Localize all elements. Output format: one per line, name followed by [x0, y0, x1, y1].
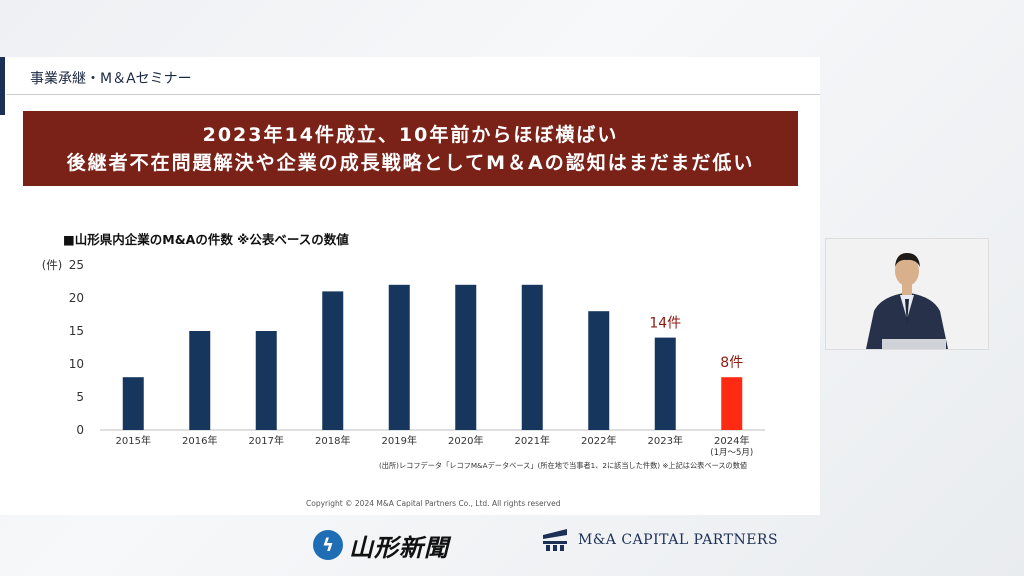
bar-2015年	[122, 377, 144, 430]
y-tick-label: 5	[76, 390, 84, 404]
headline-line-1: 2023年14件成立、10年前からほぼ横ばい	[202, 123, 619, 146]
copyright-text: Copyright © 2024 M&A Capital Partners Co…	[306, 499, 561, 508]
presenter-figure	[826, 239, 988, 349]
bar-2016年	[189, 331, 211, 430]
bar-2023年	[654, 337, 676, 430]
bar-2017年	[255, 331, 277, 430]
x-tick-label: 2021年	[515, 434, 550, 447]
yamagata-shimbun-logo: ϟ 山形新聞	[313, 526, 449, 564]
x-tick-label: 2022年	[581, 434, 616, 447]
y-tick-label: 10	[69, 357, 84, 371]
lightning-icon: ϟ	[313, 530, 343, 560]
x-tick-label: 2018年	[315, 434, 350, 447]
bar-2024年	[721, 377, 743, 430]
macp-building-icon	[543, 529, 567, 551]
bar-2020年	[455, 284, 477, 430]
macp-wordmark: M&A CAPITAL PARTNERS	[578, 532, 779, 548]
bar-2022年	[588, 311, 610, 430]
slide: 事業承継・M＆Aセミナー 2023年14件成立、10年前からほぼ横ばい 後継者不…	[0, 57, 820, 515]
chart-title: ■山形県内企業のM&Aの件数 ※公表ベースの数値	[63, 232, 349, 247]
y-tick-label: 25	[69, 258, 84, 272]
x-tick-label: 2015年	[116, 434, 151, 447]
ma-count-bar-chart: (件) 0 5 10 15 20 25 2015年 2016年 2017年 2018年 2019年 20…	[42, 258, 765, 458]
yamagata-shimbun-wordmark: 山形新聞	[349, 533, 449, 562]
x-tick-label: 2023年	[648, 434, 683, 447]
x-tick-label: 2016年	[182, 434, 217, 447]
header-divider	[6, 94, 820, 95]
y-axis-unit-label: (件)	[42, 258, 62, 272]
x-tick-sublabel: (1月〜5月)	[710, 448, 753, 458]
x-tick-label: 2017年	[249, 434, 284, 447]
macp-logo: M&A CAPITAL PARTNERS	[540, 527, 778, 553]
source-note: (出所)レコフデータ「レコフM&Aデータベース」(所在地で当事者1、2に該当した…	[379, 461, 748, 470]
slide-accent-bar	[0, 57, 5, 115]
y-tick-label: 15	[69, 324, 84, 338]
data-label-2024年: 8件	[720, 355, 743, 371]
y-tick-label: 20	[69, 291, 84, 305]
slide-header-title: 事業承継・M＆Aセミナー	[30, 71, 192, 87]
headline-line-2: 後継者不在問題解決や企業の成長戦略としてM＆Aの認知はまだまだ低い	[66, 151, 755, 174]
bar-2018年	[322, 291, 344, 430]
y-tick-label: 0	[76, 423, 84, 437]
bar-2021年	[521, 284, 543, 430]
presenter-video-thumbnail	[825, 238, 989, 350]
x-tick-label: 2019年	[382, 434, 417, 447]
headline-banner: 2023年14件成立、10年前からほぼ横ばい 後継者不在問題解決や企業の成長戦略…	[23, 111, 798, 186]
x-tick-label: 2024年	[714, 434, 749, 447]
data-label-2023年: 14件	[649, 316, 681, 332]
bar-2019年	[388, 284, 410, 430]
x-tick-label: 2020年	[448, 434, 483, 447]
